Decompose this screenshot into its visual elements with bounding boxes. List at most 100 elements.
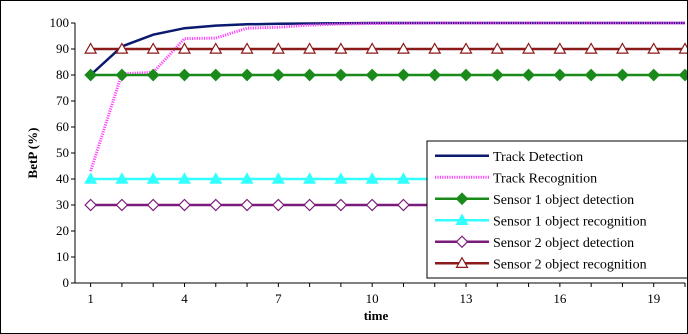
- series-6: [84, 42, 687, 54]
- data-point: [115, 42, 129, 54]
- data-point: [240, 198, 254, 212]
- data-point: [177, 42, 192, 54]
- data-point: [84, 172, 98, 184]
- x-tick-label: 16: [553, 291, 567, 306]
- y-tick-label: 100: [50, 15, 70, 30]
- data-point: [240, 42, 254, 54]
- y-tick-label: 30: [56, 197, 69, 212]
- data-point: [146, 198, 160, 212]
- data-point: [396, 42, 410, 54]
- data-point: [334, 198, 348, 212]
- y-tick-label: 40: [56, 171, 69, 186]
- y-tick-label: 0: [63, 275, 70, 290]
- data-point: [397, 198, 410, 212]
- data-point: [146, 68, 160, 82]
- data-point: [177, 172, 192, 184]
- data-point: [240, 172, 254, 184]
- x-tick-label: 4: [181, 291, 188, 306]
- data-point: [115, 172, 129, 184]
- legend-entry-5: Sensor 2 object detection: [435, 235, 634, 251]
- data-point: [84, 42, 98, 54]
- data-point: [303, 68, 316, 82]
- y-tick-label: 10: [56, 249, 69, 264]
- legend-entry-3: Sensor 1 object detection: [435, 192, 634, 208]
- data-point: [271, 198, 285, 212]
- data-point: [584, 42, 598, 54]
- data-point: [84, 68, 97, 82]
- legend-label: Track Detection: [493, 150, 583, 165]
- data-point: [678, 42, 687, 54]
- data-point: [303, 198, 316, 212]
- data-point: [647, 68, 661, 82]
- y-axis-title: BetP (%): [25, 128, 40, 179]
- legend-label: Sensor 1 object detection: [493, 193, 634, 208]
- data-point: [647, 42, 661, 54]
- x-tick-label: 10: [366, 291, 379, 306]
- data-point: [365, 198, 379, 212]
- data-point: [459, 68, 473, 82]
- data-point: [303, 42, 317, 54]
- series-2: [89, 21, 685, 172]
- data-point: [553, 68, 567, 82]
- data-point: [397, 68, 410, 82]
- data-point: [365, 68, 379, 82]
- y-tick-label: 20: [56, 223, 69, 238]
- data-point: [178, 68, 191, 82]
- y-tick-label: 80: [56, 67, 69, 82]
- legend-marker: [455, 235, 469, 249]
- data-point: [209, 198, 223, 212]
- data-point: [678, 68, 687, 82]
- legend-entry-1: Track Detection: [435, 150, 583, 165]
- x-tick-label: 19: [647, 291, 660, 306]
- legend-marker: [455, 192, 469, 206]
- y-tick-label: 50: [56, 145, 69, 160]
- data-point: [209, 68, 223, 82]
- data-point: [616, 68, 629, 82]
- x-axis-title: time: [364, 308, 389, 323]
- data-point: [271, 172, 285, 184]
- data-point: [396, 172, 410, 184]
- data-point: [428, 68, 442, 82]
- legend-label: Track Recognition: [493, 171, 597, 186]
- data-point: [334, 172, 348, 184]
- legend-marker: [455, 213, 469, 225]
- series-line: [89, 21, 685, 172]
- data-point: [334, 68, 348, 82]
- y-tick-label: 90: [56, 41, 69, 56]
- x-tick-label: 7: [275, 291, 282, 306]
- legend-marker: [455, 256, 469, 268]
- data-point: [365, 42, 379, 54]
- data-point: [271, 42, 285, 54]
- legend-label: Sensor 1 object recognition: [493, 214, 647, 229]
- data-point: [146, 42, 160, 54]
- data-point: [490, 68, 504, 82]
- data-point: [490, 42, 504, 54]
- data-point: [553, 42, 567, 54]
- y-tick-label: 60: [56, 119, 69, 134]
- legend-entry-4: Sensor 1 object recognition: [435, 213, 647, 229]
- series-3: [84, 68, 687, 82]
- data-point: [115, 198, 129, 212]
- legend: Track Detection Track Recognition Sensor 1…: [426, 140, 687, 279]
- legend-entry-2: Track Recognition: [435, 171, 597, 186]
- legend-entry-6: Sensor 2 object recognition: [435, 256, 647, 272]
- data-point: [303, 172, 317, 184]
- data-point: [522, 42, 536, 54]
- x-tick-label: 13: [460, 291, 473, 306]
- data-point: [271, 68, 285, 82]
- data-point: [522, 68, 535, 82]
- data-point: [178, 198, 191, 212]
- legend-box: [426, 140, 687, 279]
- data-point: [365, 172, 379, 184]
- data-point: [459, 42, 473, 54]
- data-point: [209, 172, 223, 184]
- data-point: [584, 68, 598, 82]
- data-point: [428, 42, 442, 54]
- legend-label: Sensor 2 object detection: [493, 236, 634, 251]
- y-tick-label: 70: [56, 93, 69, 108]
- x-tick-label: 1: [87, 291, 94, 306]
- legend-label: Sensor 2 object recognition: [493, 257, 647, 272]
- data-point: [240, 68, 254, 82]
